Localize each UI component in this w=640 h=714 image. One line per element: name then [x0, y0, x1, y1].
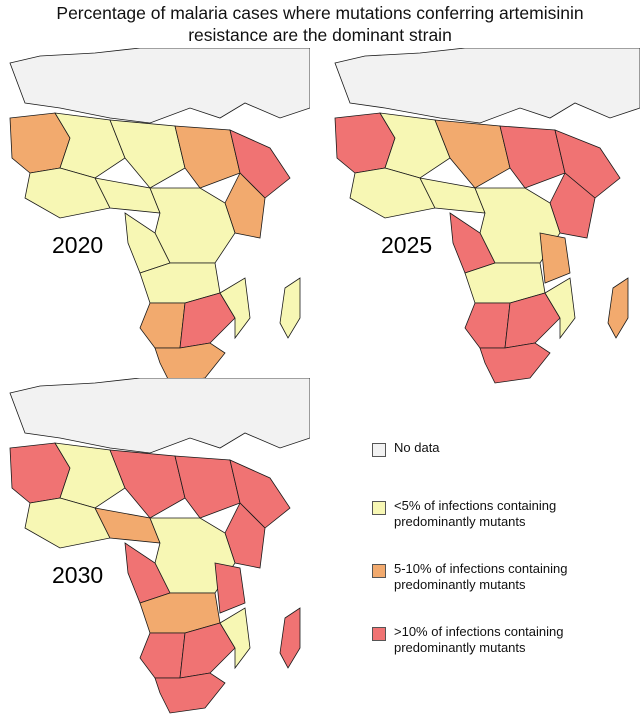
legend-swatch-gt10 [372, 627, 386, 641]
year-label-2030: 2030 [52, 562, 104, 588]
no-data-region-north [9, 378, 310, 454]
legend-item-gt10: >10% of infections containing predominan… [372, 624, 563, 656]
no-data-region-north [334, 48, 640, 124]
map-panel-2030: 2030 [0, 378, 310, 714]
no-data-region-north [9, 48, 310, 124]
region-southern-africa [139, 592, 301, 714]
africa-map-2025 [334, 48, 640, 384]
legend-item-5-10: 5-10% of infections containing predomina… [372, 561, 567, 593]
region-central-africa [124, 517, 246, 614]
region-west-africa [9, 442, 186, 549]
legend-item-no-data: No data [372, 440, 440, 457]
region-east-africa [499, 125, 621, 239]
legend-label-gt10: >10% of infections containing predominan… [394, 624, 564, 655]
map-panel-2025: 2025 [325, 48, 640, 388]
africa-map-2020 [9, 48, 310, 384]
legend-swatch-no-data [372, 443, 386, 457]
region-central-africa [449, 187, 571, 284]
legend-label-5-10: 5-10% of infections containing predomina… [394, 561, 568, 592]
map-title: Percentage of malaria cases where mutati… [56, 3, 584, 45]
legend-swatch-5-10 [372, 564, 386, 578]
region-west-africa [334, 112, 511, 219]
legend-item-lt5: <5% of infections containing predominant… [372, 498, 556, 530]
map-panel-2020: 2020 [0, 48, 310, 388]
region-southern-africa [139, 262, 301, 384]
year-label-2020: 2020 [52, 232, 104, 258]
africa-map-2030 [9, 378, 310, 714]
region-east-africa [174, 455, 291, 569]
region-west-africa [9, 112, 186, 219]
year-label-2025: 2025 [381, 232, 433, 258]
region-southern-africa [464, 262, 629, 384]
legend-label-lt5: <5% of infections containing predominant… [394, 498, 557, 529]
legend-swatch-lt5 [372, 501, 386, 515]
region-east-africa [174, 125, 291, 239]
legend-label-no-data: No data [394, 440, 440, 455]
